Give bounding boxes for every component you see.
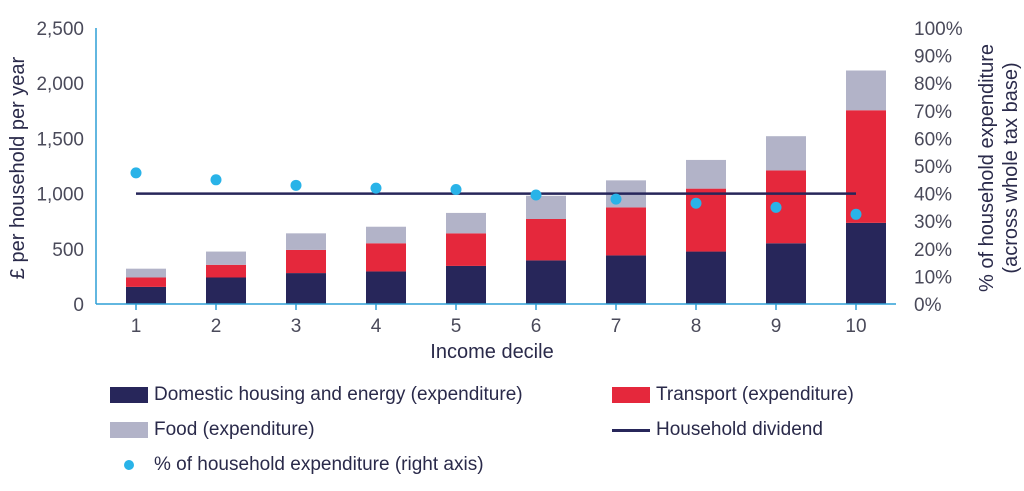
y-tick-right: 50% <box>914 157 952 178</box>
y-tick-right: 30% <box>914 212 952 233</box>
legend-item-housing: Domestic housing and energy (expenditure… <box>110 384 523 406</box>
x-tick-label: 2 <box>211 316 222 337</box>
y-tick-right: 70% <box>914 102 952 123</box>
bar-housing <box>286 273 326 304</box>
y-tick-right: 0% <box>914 295 942 316</box>
y-tick-right: 80% <box>914 74 952 95</box>
bar-food <box>366 226 406 244</box>
y-tick-left: 1,500 <box>36 129 84 150</box>
scatter-points <box>130 167 862 220</box>
y-tick-left: 2,000 <box>36 74 84 95</box>
percent-point <box>850 208 862 220</box>
bar-housing <box>126 286 166 304</box>
legend-swatch-percent <box>124 460 134 470</box>
legend-swatch-housing <box>110 387 148 403</box>
x-tick-label: 9 <box>771 316 782 337</box>
x-tick-label: 7 <box>611 316 622 337</box>
bar-food <box>766 136 806 171</box>
legend-label-transport: Transport (expenditure) <box>656 384 854 405</box>
y-tick-right: 20% <box>914 240 952 261</box>
left-axis: 0 500 1,000 1,500 2,000 2,500 <box>36 19 97 316</box>
bar-housing <box>846 222 886 304</box>
x-tick-label: 3 <box>291 316 302 337</box>
y-tick-left: 1,000 <box>36 185 84 206</box>
bar-transport <box>286 249 326 274</box>
chart-svg: 0 500 1,000 1,500 2,000 2,500 0% 10% 20% 30% 40% 5… <box>7 19 1022 363</box>
bar-transport <box>686 188 726 252</box>
legend-swatch-transport <box>612 387 650 403</box>
legend-swatch-food <box>110 422 148 438</box>
bar-housing <box>606 255 646 304</box>
y-axis-title-right-line1: % of household expenditure <box>976 44 998 292</box>
bar-food <box>686 159 726 189</box>
y-tick-left: 500 <box>52 240 84 261</box>
x-tick-label: 5 <box>451 316 462 337</box>
y-tick-right: 10% <box>914 267 952 288</box>
bar-transport <box>206 264 246 278</box>
legend: Domestic housing and energy (expenditure… <box>0 378 1024 488</box>
bar-food <box>286 233 326 250</box>
bar-housing <box>446 265 486 304</box>
bar-transport <box>526 218 566 261</box>
bar-food <box>126 268 166 278</box>
right-axis: 0% 10% 20% 30% 40% 50% 60% 70% 80% 90% 100% <box>914 19 963 316</box>
percent-point <box>370 182 382 194</box>
bar-food <box>526 195 566 219</box>
bar-food <box>446 212 486 234</box>
bar-housing <box>526 260 566 304</box>
percent-point <box>610 193 622 205</box>
x-tick-label: 4 <box>371 316 382 337</box>
y-tick-right: 100% <box>914 19 963 40</box>
bar-housing <box>766 243 806 304</box>
x-axis-title: Income decile <box>430 341 553 363</box>
x-tick-label: 1 <box>131 316 142 337</box>
percent-point <box>450 183 462 195</box>
bar-food <box>206 251 246 265</box>
y-axis-title-right-line2: (across whole tax base) <box>1000 62 1022 273</box>
y-tick-left: 0 <box>73 295 84 316</box>
legend-label-food: Food (expenditure) <box>154 419 315 440</box>
bar-transport <box>606 207 646 256</box>
legend-item-transport: Transport (expenditure) <box>612 384 854 406</box>
percent-point <box>770 201 782 213</box>
legend-item-percent: % of household expenditure (right axis) <box>110 454 484 476</box>
bar-transport <box>846 110 886 223</box>
percent-point <box>210 174 222 186</box>
percent-point <box>290 179 302 191</box>
legend-label-housing: Domestic housing and energy (expenditure… <box>154 384 523 405</box>
bars <box>126 70 886 304</box>
bar-transport <box>126 277 166 287</box>
percent-point <box>690 197 702 209</box>
y-axis-title-left: £ per household per year <box>7 56 29 279</box>
x-axis: 1 2 3 4 5 6 7 8 9 10 <box>96 303 896 337</box>
x-tick-label: 8 <box>691 316 702 337</box>
bar-housing <box>686 251 726 304</box>
bar-housing <box>206 277 246 304</box>
x-tick-label: 6 <box>531 316 542 337</box>
percent-point <box>130 167 142 179</box>
percent-point <box>530 189 542 201</box>
y-tick-right: 90% <box>914 47 952 68</box>
legend-item-dividend: Household dividend <box>612 419 823 441</box>
bar-food <box>846 70 886 111</box>
x-tick-label: 10 <box>845 316 866 337</box>
y-tick-right: 40% <box>914 185 952 206</box>
bar-transport <box>446 233 486 266</box>
y-tick-left: 2,500 <box>36 19 84 40</box>
bar-housing <box>366 271 406 304</box>
y-tick-right: 60% <box>914 129 952 150</box>
legend-label-percent: % of household expenditure (right axis) <box>154 454 484 475</box>
legend-swatch-dividend <box>612 428 650 432</box>
bar-transport <box>366 243 406 272</box>
legend-item-food: Food (expenditure) <box>110 419 315 441</box>
legend-label-dividend: Household dividend <box>656 419 823 440</box>
